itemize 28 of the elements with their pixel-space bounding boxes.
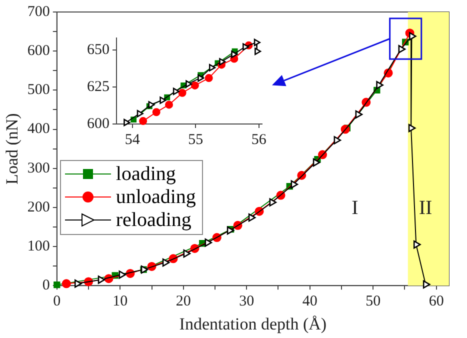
- y-tick-label: 500: [27, 82, 50, 98]
- legend-label: reloading: [116, 208, 192, 232]
- legend-label: loading: [116, 162, 176, 186]
- y-tick-label: 600: [87, 116, 110, 132]
- y-tick-label: 650: [87, 42, 110, 58]
- y-axis-title: Load (nN): [2, 113, 22, 184]
- x-tick-label: 20: [176, 294, 191, 310]
- y-tick-label: 700: [27, 4, 50, 20]
- y-tick-label: 625: [87, 78, 110, 95]
- y-tick-label: 0: [42, 278, 50, 294]
- y-tick-label: 400: [27, 121, 50, 138]
- x-tick-label: 30: [239, 294, 254, 310]
- x-tick-label: 10: [112, 294, 128, 310]
- y-tick-label: 300: [27, 160, 50, 176]
- x-tick-label: 55: [188, 132, 204, 148]
- y-tick-label: 100: [27, 238, 50, 254]
- x-tick-label: 0: [53, 294, 61, 310]
- x-tick-label: 56: [251, 132, 267, 148]
- annotation: II: [418, 197, 432, 220]
- x-tick-label: 60: [428, 294, 444, 310]
- y-tick-label: 600: [27, 43, 50, 60]
- annotation: I: [352, 197, 358, 220]
- x-tick-label: 40: [302, 294, 318, 310]
- x-tick-label: 54: [124, 132, 140, 148]
- x-axis-title: Indentation depth (Å): [179, 314, 327, 334]
- legend-label: unloading: [116, 186, 196, 209]
- y-tick-label: 200: [27, 199, 50, 216]
- x-tick-label: 50: [366, 294, 381, 310]
